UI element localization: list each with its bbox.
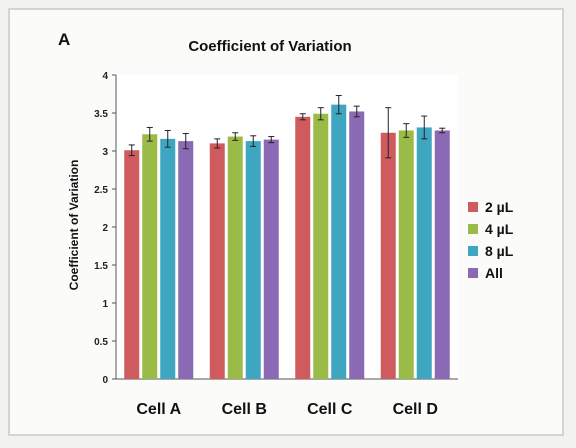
y-tick-label: 0.5: [94, 337, 108, 348]
bar: [178, 141, 194, 379]
y-tick-label: 3: [102, 147, 108, 158]
legend-item: 8 µL: [468, 240, 513, 262]
bar: [160, 138, 176, 379]
x-category-label: Cell C: [307, 401, 353, 418]
legend: 2 µL 4 µL 8 µL All: [468, 196, 513, 284]
chart-title: Coefficient of Variation: [188, 38, 352, 55]
bar: [331, 104, 347, 379]
bar: [124, 150, 140, 379]
bar: [349, 111, 365, 379]
y-tick-label: 2.5: [94, 185, 108, 196]
bar: [398, 130, 414, 379]
x-category-label: Cell B: [222, 401, 267, 418]
bar: [142, 134, 158, 379]
bar: [209, 143, 225, 379]
y-tick-label: 0: [102, 375, 108, 386]
legend-swatch: [468, 224, 478, 234]
y-tick-label: 1.5: [94, 261, 108, 272]
bar: [380, 132, 396, 379]
x-category-label: Cell D: [393, 401, 438, 418]
bar: [227, 136, 243, 379]
legend-swatch: [468, 202, 478, 212]
y-tick-label: 4: [102, 71, 108, 82]
bar: [416, 127, 432, 379]
panel-label: A: [58, 30, 71, 49]
bar: [313, 113, 329, 379]
legend-swatch: [468, 268, 478, 278]
legend-label: 8 µL: [485, 243, 514, 259]
legend-label: All: [485, 265, 503, 281]
bar: [434, 130, 450, 379]
legend-swatch: [468, 246, 478, 256]
bar: [245, 141, 261, 379]
bar: [295, 116, 311, 380]
legend-item: All: [468, 262, 513, 284]
legend-label: 4 µL: [485, 221, 514, 237]
y-tick-label: 3.5: [94, 109, 108, 120]
legend-item: 4 µL: [468, 218, 513, 240]
y-tick-label: 1: [102, 299, 108, 310]
x-category-label: Cell A: [136, 401, 181, 418]
y-tick-label: 2: [102, 223, 108, 234]
legend-label: 2 µL: [485, 199, 514, 215]
legend-item: 2 µL: [468, 196, 513, 218]
bar: [263, 139, 279, 379]
